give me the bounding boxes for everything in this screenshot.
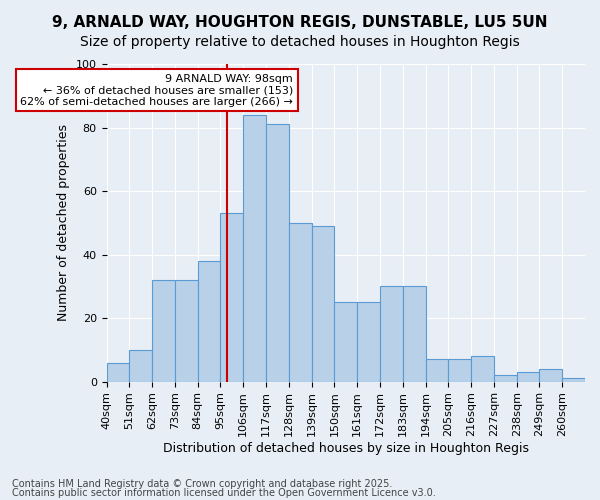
Text: 9, ARNALD WAY, HOUGHTON REGIS, DUNSTABLE, LU5 5UN: 9, ARNALD WAY, HOUGHTON REGIS, DUNSTABLE… xyxy=(52,15,548,30)
Bar xyxy=(289,223,311,382)
Text: Contains public sector information licensed under the Open Government Licence v3: Contains public sector information licen… xyxy=(12,488,436,498)
Bar xyxy=(266,124,289,382)
Bar xyxy=(380,286,403,382)
Text: Contains HM Land Registry data © Crown copyright and database right 2025.: Contains HM Land Registry data © Crown c… xyxy=(12,479,392,489)
Bar xyxy=(403,286,425,382)
Bar xyxy=(357,302,380,382)
Y-axis label: Number of detached properties: Number of detached properties xyxy=(57,124,70,322)
X-axis label: Distribution of detached houses by size in Houghton Regis: Distribution of detached houses by size … xyxy=(163,442,529,455)
Bar xyxy=(107,362,130,382)
Bar xyxy=(539,369,562,382)
Bar xyxy=(197,261,220,382)
Bar xyxy=(471,356,494,382)
Bar xyxy=(494,375,517,382)
Bar xyxy=(243,115,266,382)
Bar xyxy=(448,360,471,382)
Bar xyxy=(517,372,539,382)
Bar xyxy=(220,214,243,382)
Text: 9 ARNALD WAY: 98sqm
← 36% of detached houses are smaller (153)
62% of semi-detac: 9 ARNALD WAY: 98sqm ← 36% of detached ho… xyxy=(20,74,293,106)
Bar xyxy=(562,378,585,382)
Bar xyxy=(311,226,334,382)
Bar xyxy=(175,280,197,382)
Bar xyxy=(152,280,175,382)
Bar xyxy=(425,360,448,382)
Text: Size of property relative to detached houses in Houghton Regis: Size of property relative to detached ho… xyxy=(80,35,520,49)
Bar xyxy=(130,350,152,382)
Bar xyxy=(334,302,357,382)
